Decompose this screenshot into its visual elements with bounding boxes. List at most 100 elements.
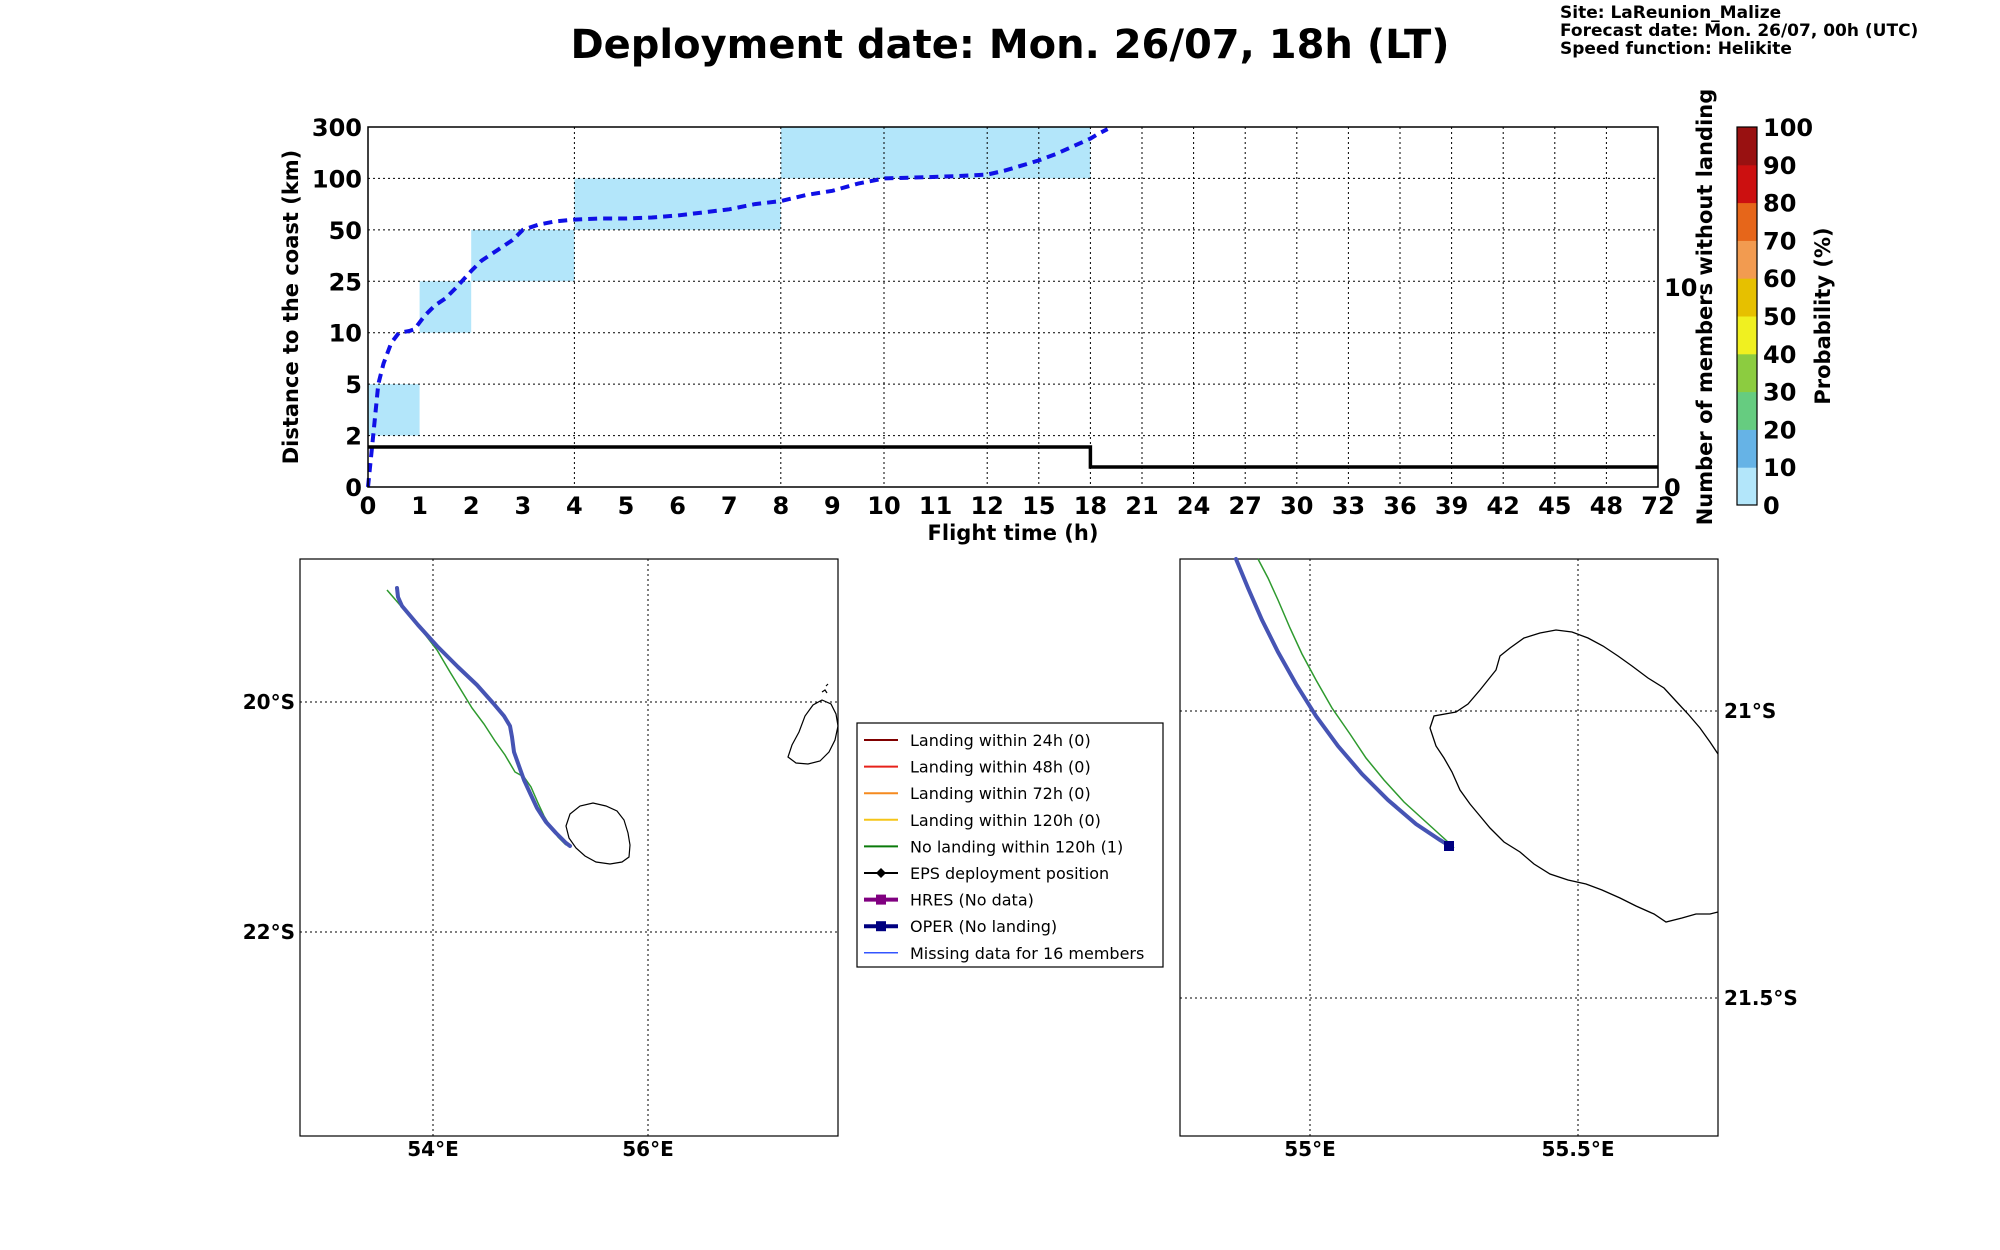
x-tick-0: 0 bbox=[360, 492, 377, 520]
colorbar-tick-0: 0 bbox=[1763, 492, 1780, 520]
legend-marker-7 bbox=[876, 921, 886, 932]
colorbar-cell-80 bbox=[1737, 164, 1757, 204]
legend-label-3: Landing within 120h (0) bbox=[910, 811, 1101, 830]
colorbar-tick-70: 70 bbox=[1763, 227, 1796, 255]
x-tick-21: 21 bbox=[1125, 492, 1158, 520]
x-tick-24: 24 bbox=[1177, 492, 1210, 520]
oper-track bbox=[395, 586, 572, 848]
x-tick-27: 27 bbox=[1228, 492, 1261, 520]
y-tick-10: 10 bbox=[329, 320, 362, 348]
distance-time-chart: 0 1 2 3 4 5 6 7 8 9 10 11 12 15 18 21 24 27 30 33 36 39 42 45 48… bbox=[279, 89, 1717, 545]
colorbar-tick-60: 60 bbox=[1763, 265, 1796, 293]
x-tick-10: 10 bbox=[867, 492, 900, 520]
legend-label-5: EPS deployment position bbox=[910, 864, 1109, 883]
x-tick-33: 33 bbox=[1332, 492, 1365, 520]
colorbar-cell-30 bbox=[1737, 353, 1757, 393]
oper-track-zoom bbox=[1234, 557, 1452, 848]
x-tick-2: 2 bbox=[463, 492, 480, 520]
map-overview-lon-tick-56: 56°E bbox=[622, 1137, 674, 1161]
x-tick-39: 39 bbox=[1435, 492, 1468, 520]
x-tick-48: 48 bbox=[1590, 492, 1623, 520]
map-zoom-lat-tick-21.5: 21.5°S bbox=[1724, 986, 1798, 1010]
probability-bin-1 bbox=[419, 281, 472, 333]
x-axis-label: Flight time (h) bbox=[928, 521, 1099, 545]
y2-axis-label: Number of members without landing bbox=[1693, 89, 1717, 526]
x-tick-labels: 0 1 2 3 4 5 6 7 8 9 10 11 12 15 18 21 24 27 30 33 36 39 42 45 48… bbox=[360, 492, 1675, 520]
x-tick-36: 36 bbox=[1383, 492, 1416, 520]
map-overview-lon-tick-54: 54°E bbox=[407, 1137, 459, 1161]
x-tick-5: 5 bbox=[618, 492, 635, 520]
probability-bins bbox=[368, 127, 1091, 436]
legend-marker-5 bbox=[876, 868, 886, 878]
map-overview: 54°E 56°E 20°S 22°S bbox=[243, 558, 839, 1161]
eps-member-track-zoom bbox=[1257, 558, 1455, 849]
reunion-coastline bbox=[565, 802, 631, 865]
plot-frame bbox=[367, 126, 1659, 488]
colorbar-cell-70 bbox=[1737, 202, 1757, 241]
colorbar-tick-100: 100 bbox=[1763, 114, 1813, 142]
x-tick-1: 1 bbox=[411, 492, 428, 520]
members-without-landing-line bbox=[368, 445, 1658, 469]
reunion-coastline-zoom bbox=[1429, 629, 1719, 923]
y-tick-25: 25 bbox=[329, 268, 362, 296]
legend-marker-6 bbox=[876, 894, 886, 905]
islet-coastline bbox=[821, 683, 829, 694]
y2-tick-10: 10 bbox=[1664, 274, 1697, 302]
x-tick-45: 45 bbox=[1538, 492, 1571, 520]
legend-label-6: HRES (No data) bbox=[910, 891, 1034, 910]
probability-colorbar: 0 10 20 30 40 50 60 70 80 90 100 Probability (%) bbox=[1736, 114, 1835, 520]
x-tick-42: 42 bbox=[1486, 492, 1519, 520]
map-zoom-lon-tick-55.5: 55.5°E bbox=[1541, 1137, 1614, 1161]
colorbar-cell-10 bbox=[1737, 429, 1757, 468]
map-zoom-lat-tick-21: 21°S bbox=[1724, 699, 1776, 723]
legend-label-0: Landing within 24h (0) bbox=[910, 731, 1091, 750]
map-zoom: 55°E 55.5°E 21°S 21.5°S bbox=[1179, 557, 1798, 1161]
x-tick-18: 18 bbox=[1074, 492, 1107, 520]
speed-function-label: Speed function: Helikite bbox=[1560, 39, 1792, 59]
y2-tick-0: 0 bbox=[1664, 474, 1681, 502]
colorbar-tick-30: 30 bbox=[1763, 379, 1796, 407]
x-tick-7: 7 bbox=[721, 492, 738, 520]
chart-title: Deployment date: Mon. 26/07, 18h (LT) bbox=[570, 22, 1449, 68]
colorbar-tick-90: 90 bbox=[1763, 152, 1796, 180]
x-tick-4: 4 bbox=[566, 492, 583, 520]
colorbar-cell-0 bbox=[1737, 467, 1757, 506]
colorbar-cell-50 bbox=[1737, 278, 1757, 317]
y-tick-0: 0 bbox=[345, 474, 362, 502]
colorbar-cell-90 bbox=[1737, 127, 1757, 166]
y-axis-label: Distance to the coast (km) bbox=[279, 150, 303, 465]
colorbar-frame bbox=[1736, 126, 1758, 506]
median-distance-line bbox=[366, 127, 1109, 488]
track-legend: Landing within 24h (0) Landing within 48h… bbox=[856, 722, 1164, 968]
y-tick-50: 50 bbox=[329, 217, 362, 245]
map-overview-lat-tick-20: 20°S bbox=[243, 690, 295, 714]
site-label: Site: LaReunion_Malize bbox=[1560, 3, 1781, 23]
x-tick-8: 8 bbox=[772, 492, 789, 520]
y-tick-5: 5 bbox=[345, 371, 362, 399]
chart-grid bbox=[368, 127, 1658, 487]
colorbar-label: Probability (%) bbox=[1811, 227, 1835, 404]
probability-bin-4 bbox=[780, 127, 1091, 179]
colorbar-tick-40: 40 bbox=[1763, 341, 1796, 369]
x-tick-9: 9 bbox=[824, 492, 841, 520]
legend-frame bbox=[856, 722, 1164, 968]
legend-label-8: Missing data for 16 members bbox=[910, 944, 1144, 963]
mauritius-coastline bbox=[787, 699, 839, 765]
x-tick-15: 15 bbox=[1022, 492, 1055, 520]
colorbar-tick-10: 10 bbox=[1763, 454, 1796, 482]
probability-bin-3 bbox=[574, 178, 781, 230]
y-tick-100: 100 bbox=[312, 165, 362, 193]
probability-bin-2 bbox=[471, 229, 575, 282]
forecast-date-label: Forecast date: Mon. 26/07, 00h (UTC) bbox=[1560, 21, 1918, 41]
y2-tick-labels: 0 10 bbox=[1664, 274, 1697, 502]
legend-label-2: Landing within 72h (0) bbox=[910, 784, 1091, 803]
x-tick-30: 30 bbox=[1280, 492, 1313, 520]
x-tick-72: 72 bbox=[1641, 492, 1674, 520]
colorbar-tick-80: 80 bbox=[1763, 190, 1796, 218]
colorbar-cell-40 bbox=[1737, 316, 1757, 355]
y-tick-300: 300 bbox=[312, 114, 362, 142]
legend-label-4: No landing within 120h (1) bbox=[910, 837, 1123, 856]
oper-end-marker bbox=[1444, 841, 1454, 851]
